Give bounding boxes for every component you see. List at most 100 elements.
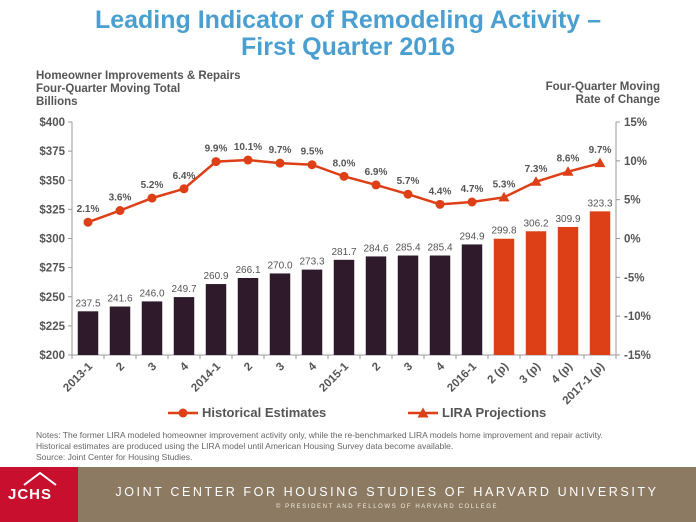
bar: [397, 255, 419, 355]
footer-copyright: © PRESIDENT AND FELLOWS OF HARVARD COLLE…: [275, 504, 499, 510]
bar: [429, 255, 451, 355]
left-tick-label: $300: [39, 234, 65, 246]
rate-point-historical: [115, 206, 125, 216]
rate-point-historical: [403, 189, 413, 199]
right-tick-label: 15%: [624, 117, 647, 129]
rate-value-label: 2.1%: [77, 204, 100, 215]
rate-of-change-line: [87, 158, 601, 224]
right-tick-label: -5%: [624, 272, 644, 284]
rate-point-historical: [339, 171, 349, 181]
bar-value-label: 237.5: [75, 298, 100, 309]
left-tick-label: $275: [39, 263, 65, 275]
x-tick-label: 2014-1: [189, 360, 223, 394]
notes-line: Notes: The former LIRA modeled homeowner…: [36, 430, 603, 440]
right-axis-title: Four-Quarter Moving Rate of Change: [546, 81, 660, 107]
left-tick-label: $250: [39, 292, 65, 304]
bar-value-label: 299.8: [491, 226, 516, 237]
house-roof-icon: [23, 471, 57, 486]
title-line-1: Leading Indicator of Remodeling Activity…: [94, 6, 602, 34]
bar: [301, 269, 323, 355]
bar: [109, 306, 131, 355]
bar-value-label: 309.9: [555, 214, 580, 225]
bar-value-label: 323.3: [587, 198, 612, 209]
legend-projection-marker: [408, 407, 438, 417]
bar-value-label: 285.4: [427, 243, 452, 254]
combo-chart: $200 $225 $250 $275 $300 $325 $350 $375 $400 -15%…: [39, 117, 651, 407]
bar: [173, 297, 195, 355]
rate-point-projection: [530, 176, 542, 186]
right-tick-label: -10%: [624, 311, 651, 323]
legend-projection: LIRA Projections: [408, 405, 546, 420]
x-tick-label: 2013-1: [61, 360, 95, 394]
x-tick-label: 4: [434, 360, 447, 373]
jchs-logo: JCHS: [0, 467, 78, 522]
bar-value-label: 270.0: [267, 260, 292, 271]
rate-point-historical: [83, 217, 93, 227]
left-axis-title-line: Homeowner Improvements & Repairs: [36, 70, 241, 82]
bar: [141, 301, 163, 355]
x-tick-label: 3: [402, 361, 415, 374]
x-tick-label: 2 (p): [485, 361, 511, 387]
rate-point-historical: [211, 157, 221, 167]
rate-value-label: 5.7%: [397, 176, 420, 187]
rate-point-historical: [371, 180, 381, 190]
notes-source: Source: Joint Center for Housing Studies…: [36, 452, 193, 462]
rate-value-label: 6.4%: [173, 171, 196, 182]
rate-value-label: 9.9%: [205, 144, 228, 155]
bar: [205, 284, 227, 355]
rate-value-label: 6.9%: [365, 167, 388, 178]
rate-value-label: 5.3%: [493, 179, 516, 190]
bar-value-label: 285.4: [395, 243, 420, 254]
rate-point-historical: [243, 155, 253, 165]
rate-value-label: 4.4%: [429, 186, 452, 197]
x-tick-label: 2016-1: [445, 360, 479, 394]
rate-point-historical: [467, 197, 477, 207]
bar: [493, 238, 515, 355]
rate-value-label: 8.0%: [333, 158, 356, 169]
bar-value-label: 241.6: [107, 294, 132, 305]
bar: [269, 273, 291, 355]
x-tick-label: 3 (p): [517, 361, 543, 387]
x-tick-label: 2: [114, 361, 127, 374]
bar-value-label: 246.0: [139, 288, 164, 299]
bar: [333, 259, 355, 355]
left-axis-title: Homeowner Improvements & Repairs Four-Qu…: [36, 70, 241, 109]
title-line-2: First Quarter 2016: [241, 33, 455, 61]
right-tick-label: 0%: [624, 234, 641, 246]
left-tick-label: $350: [39, 175, 65, 187]
bar-value-label: 281.7: [331, 247, 356, 258]
rate-value-label: 4.7%: [461, 184, 484, 195]
right-axis-title-line: Four-Quarter Moving: [545, 81, 660, 93]
bar-value-label: 266.1: [235, 265, 260, 276]
legend-historical: Historical Estimates: [168, 405, 326, 420]
left-tick-label: $325: [39, 204, 65, 216]
rate-point-historical: [435, 199, 445, 209]
bar: [461, 244, 483, 355]
notes-line: Historical estimates are produced using …: [36, 441, 454, 451]
rate-point-historical: [307, 160, 317, 170]
bar: [589, 211, 611, 355]
right-tick-label: 5%: [624, 195, 641, 207]
rate-value-label: 9.7%: [269, 145, 292, 156]
right-axis-title-line: Rate of Change: [575, 94, 660, 106]
rate-point-historical: [179, 184, 189, 194]
bar-value-label: 249.7: [171, 284, 196, 295]
x-tick-label: 2: [370, 361, 383, 374]
legend-historical-marker: [168, 408, 198, 417]
rate-value-label: 8.6%: [557, 154, 580, 165]
bar-value-label: 284.6: [363, 243, 388, 254]
right-tick-label: 10%: [624, 156, 647, 168]
logo-text: JCHS: [8, 486, 53, 503]
rate-value-label: 9.7%: [589, 145, 612, 156]
left-tick-label: $225: [39, 321, 65, 333]
rate-point-historical: [147, 193, 157, 203]
bar-value-label: 273.3: [299, 257, 324, 268]
rate-point-projection: [594, 157, 606, 168]
bar: [557, 226, 579, 355]
rate-point-historical: [275, 158, 285, 168]
notes: Notes: The former LIRA modeled homeowner…: [36, 430, 676, 463]
rate-value-label: 5.2%: [141, 180, 164, 191]
x-tick-label: 3: [274, 361, 287, 374]
left-axis-title-line: Billions: [36, 96, 78, 108]
bar-value-label: 306.2: [523, 218, 548, 229]
